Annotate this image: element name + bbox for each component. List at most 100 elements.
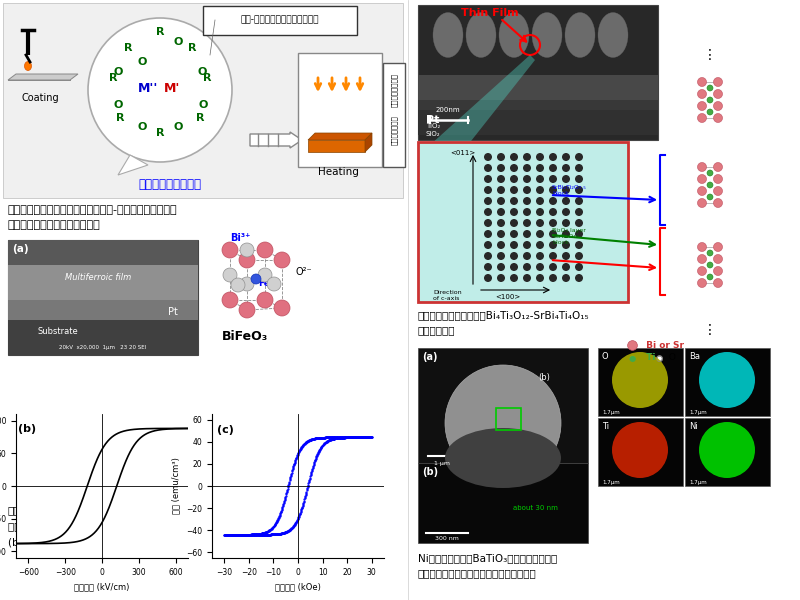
Circle shape <box>707 194 713 200</box>
Circle shape <box>484 219 492 227</box>
Circle shape <box>240 243 254 257</box>
Text: (b): (b) <box>422 467 438 477</box>
Circle shape <box>575 219 583 227</box>
Bar <box>685 348 770 416</box>
Bar <box>8 265 198 300</box>
Text: ⋮: ⋮ <box>703 48 717 62</box>
Polygon shape <box>8 74 78 80</box>
Text: 200nm: 200nm <box>436 107 460 113</box>
Text: Multiferroic film: Multiferroic film <box>65 274 131 283</box>
Circle shape <box>536 208 544 216</box>
Bar <box>418 463 588 543</box>
Text: R: R <box>156 128 164 138</box>
Circle shape <box>549 230 557 238</box>
Circle shape <box>612 352 668 408</box>
Circle shape <box>484 252 492 260</box>
Circle shape <box>707 97 713 103</box>
Text: O: O <box>114 100 122 110</box>
Circle shape <box>707 170 713 176</box>
Text: O²⁻: O²⁻ <box>295 267 312 277</box>
Circle shape <box>536 186 544 194</box>
Text: 機能性材料薄膜: 機能性材料薄膜 <box>390 115 398 145</box>
Circle shape <box>699 422 755 478</box>
Circle shape <box>484 241 492 249</box>
Circle shape <box>484 153 492 161</box>
Bar <box>8 300 198 320</box>
Text: 化学組成と作製プロセスを最適化したBiFeO₃系強磁性: 化学組成と作製プロセスを最適化したBiFeO₃系強磁性 <box>8 505 174 515</box>
Circle shape <box>536 175 544 183</box>
Ellipse shape <box>598 13 628 58</box>
Circle shape <box>510 219 518 227</box>
Circle shape <box>523 252 531 260</box>
Circle shape <box>698 113 706 122</box>
Circle shape <box>523 153 531 161</box>
Text: 前駆体分子構造設計: 前駆体分子構造設計 <box>138 179 202 191</box>
Circle shape <box>698 77 706 86</box>
Circle shape <box>510 263 518 271</box>
Text: Fe³⁺: Fe³⁺ <box>258 280 278 289</box>
Ellipse shape <box>445 428 561 488</box>
Text: Ba: Ba <box>689 352 700 361</box>
Circle shape <box>510 208 518 216</box>
Circle shape <box>549 186 557 194</box>
Circle shape <box>575 153 583 161</box>
Circle shape <box>707 182 713 188</box>
Text: Substrate: Substrate <box>38 328 78 337</box>
Circle shape <box>562 197 570 205</box>
Circle shape <box>523 230 531 238</box>
Text: Ti: Ti <box>602 422 609 431</box>
Circle shape <box>497 230 505 238</box>
Circle shape <box>497 153 505 161</box>
Circle shape <box>562 230 570 238</box>
Circle shape <box>510 252 518 260</box>
Bar <box>496 408 521 430</box>
Text: O: O <box>602 352 609 361</box>
Circle shape <box>549 164 557 172</box>
Circle shape <box>523 219 531 227</box>
Circle shape <box>523 186 531 194</box>
Text: R: R <box>109 73 118 83</box>
X-axis label: 印加電界 (kV/cm): 印加電界 (kV/cm) <box>74 582 130 591</box>
Circle shape <box>562 153 570 161</box>
Text: 自然超格子構造を有するBi₄Ti₃O₁₂-SrBi₄Ti₄O₁₅: 自然超格子構造を有するBi₄Ti₃O₁₂-SrBi₄Ti₄O₁₅ <box>418 310 590 320</box>
Circle shape <box>575 164 583 172</box>
Circle shape <box>274 300 290 316</box>
Circle shape <box>714 113 722 122</box>
Circle shape <box>536 230 544 238</box>
Text: TiO₂: TiO₂ <box>426 123 440 129</box>
Text: ○: ○ <box>655 353 662 362</box>
Circle shape <box>549 175 557 183</box>
Text: 20kV  x20,000  1μm   23 20 SEI: 20kV x20,000 1μm 23 20 SEI <box>59 344 146 349</box>
Circle shape <box>707 250 713 256</box>
Text: SrBi₂Ti₂O₇.₅
block: SrBi₂Ti₂O₇.₅ block <box>552 185 586 196</box>
Circle shape <box>510 175 518 183</box>
Text: Coating: Coating <box>21 93 59 103</box>
Circle shape <box>549 263 557 271</box>
Circle shape <box>523 164 531 172</box>
Circle shape <box>714 242 722 251</box>
Circle shape <box>523 263 531 271</box>
Circle shape <box>497 208 505 216</box>
Circle shape <box>497 252 505 260</box>
Circle shape <box>510 153 518 161</box>
Circle shape <box>536 241 544 249</box>
Circle shape <box>707 262 713 268</box>
Circle shape <box>714 101 722 110</box>
Circle shape <box>510 230 518 238</box>
Circle shape <box>497 164 505 172</box>
Text: Bi₂O₃ layer
Bi₄Ti₃O₁₂
block: Bi₂O₃ layer Bi₄Ti₃O₁₂ block <box>552 228 586 245</box>
Text: Ni金属粒子上へのBaTiO₃ナノコーティング: Ni金属粒子上へのBaTiO₃ナノコーティング <box>418 553 558 563</box>
FancyBboxPatch shape <box>383 63 405 167</box>
Text: 高次ナノ構造制御: 高次ナノ構造制御 <box>390 73 398 107</box>
Circle shape <box>267 277 281 291</box>
Circle shape <box>714 254 722 263</box>
Bar <box>685 418 770 486</box>
Circle shape <box>698 89 706 98</box>
Circle shape <box>239 302 255 318</box>
Ellipse shape <box>499 13 529 58</box>
FancyBboxPatch shape <box>203 6 357 35</box>
Circle shape <box>497 263 505 271</box>
Circle shape <box>575 241 583 249</box>
Text: M'': M'' <box>138 82 158 94</box>
Circle shape <box>562 186 570 194</box>
